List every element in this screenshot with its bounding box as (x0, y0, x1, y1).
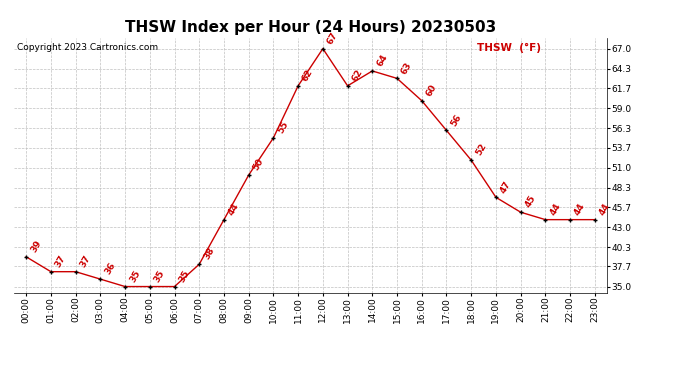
Point (21, 254, 32, 260)
Point (589, 217, 600, 223)
Point (391, 75, 402, 81)
Text: THSW  (°F): THSW (°F) (477, 43, 541, 52)
Text: 64: 64 (375, 53, 389, 68)
Text: 35: 35 (152, 268, 166, 284)
Text: 63: 63 (400, 60, 414, 76)
Point (416, 98, 427, 104)
Point (293, 83, 304, 89)
Text: 44: 44 (548, 201, 562, 217)
Text: 47: 47 (499, 179, 513, 195)
Text: 55: 55 (276, 120, 290, 135)
Title: THSW Index per Hour (24 Hours) 20230503: THSW Index per Hour (24 Hours) 20230503 (125, 20, 496, 35)
Point (219, 217, 230, 223)
Text: 67: 67 (326, 30, 339, 46)
Text: 56: 56 (449, 112, 463, 128)
Point (144, 284, 155, 290)
Text: 37: 37 (79, 254, 92, 269)
Point (194, 261, 205, 267)
Text: 45: 45 (524, 194, 538, 209)
Point (119, 284, 130, 290)
Point (491, 194, 502, 200)
Point (441, 128, 452, 134)
Text: 60: 60 (424, 83, 439, 98)
Point (243, 172, 254, 178)
Point (564, 217, 575, 223)
Text: 62: 62 (301, 68, 315, 83)
Point (515, 209, 526, 215)
Text: 37: 37 (54, 254, 68, 269)
Point (46, 268, 57, 274)
Text: 62: 62 (351, 68, 364, 83)
Point (268, 135, 279, 141)
Text: 50: 50 (251, 157, 266, 172)
Text: 44: 44 (573, 201, 587, 217)
Text: 39: 39 (29, 238, 43, 254)
Text: Copyright 2023 Cartronics.com: Copyright 2023 Cartronics.com (17, 43, 158, 52)
Text: 52: 52 (474, 142, 488, 158)
Point (70, 268, 81, 274)
Text: 35: 35 (177, 268, 191, 284)
Text: 36: 36 (103, 261, 117, 276)
Text: 44: 44 (598, 201, 612, 217)
Point (367, 68, 378, 74)
Text: 38: 38 (202, 246, 216, 261)
Text: 44: 44 (227, 201, 241, 217)
Point (169, 284, 180, 290)
Point (342, 83, 353, 89)
Point (466, 157, 477, 163)
Point (95, 276, 106, 282)
Point (317, 46, 328, 52)
Text: 35: 35 (128, 268, 142, 284)
Point (540, 217, 551, 223)
